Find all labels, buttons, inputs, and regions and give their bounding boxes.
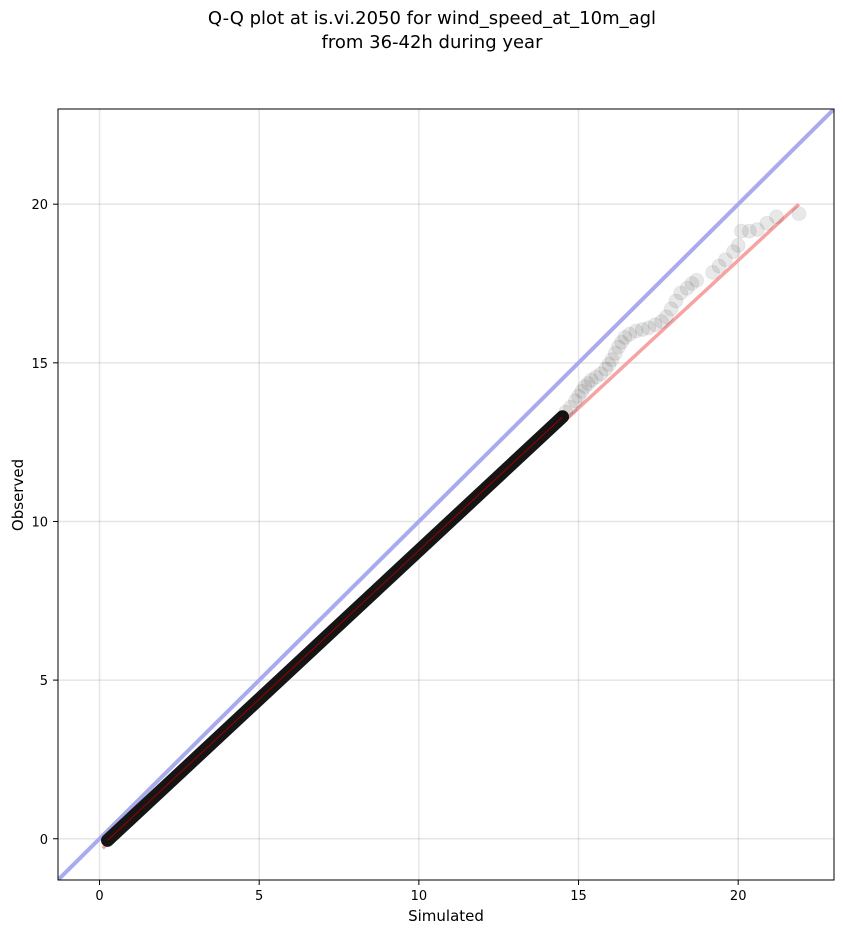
dense-band-fit-overlay [107, 416, 563, 841]
scatter-point [628, 323, 644, 339]
scatter-point [614, 334, 630, 350]
scatter-point [654, 314, 670, 330]
scatter-point [641, 320, 657, 336]
scatter-point [759, 215, 775, 231]
scatter-point [598, 361, 614, 377]
scatter-point [622, 326, 638, 342]
x-tick-label: 10 [411, 889, 428, 904]
scatter-point [725, 244, 741, 260]
scatter-point [580, 375, 596, 391]
scatter-point [749, 222, 765, 238]
scatter-point [593, 366, 609, 382]
scatter-point [647, 317, 663, 333]
x-tick-label: 20 [730, 889, 747, 904]
scatter-point [574, 383, 590, 399]
scatter-point [563, 399, 579, 415]
chart-title: Q-Q plot at is.vi.2050 for wind_speed_at… [208, 8, 656, 29]
y-tick-label: 10 [31, 515, 48, 530]
scatter-point [658, 309, 674, 325]
scatter-point [705, 264, 721, 280]
scatter-point [604, 352, 620, 368]
scatter-point [733, 223, 749, 239]
scatter-point [583, 372, 599, 388]
plot-frame [57, 108, 835, 881]
scatter-point [673, 285, 689, 301]
scatter-point [571, 388, 587, 404]
reference-line [58, 109, 834, 880]
scatter-point [679, 280, 695, 296]
scatter-point [769, 209, 785, 225]
axis-ticks: 0 5 10 15 20 0 5 10 15 20 [31, 198, 746, 904]
y-tick-label: 5 [40, 674, 48, 689]
y-tick-label: 0 [40, 833, 48, 848]
gridlines [58, 109, 834, 880]
chart-subtitle: from 36-42h during year [322, 32, 544, 53]
scatter-point [791, 206, 807, 222]
scatter-point [668, 293, 684, 309]
x-axis-label: Simulated [408, 907, 484, 925]
scatter-point [588, 369, 604, 385]
scatter-point [558, 404, 574, 420]
scatter-point [634, 322, 650, 338]
scatter-point [607, 345, 623, 361]
x-tick-label: 0 [95, 889, 103, 904]
scatter-point [730, 237, 746, 253]
scatter-point [684, 276, 700, 292]
scatter-point [610, 339, 626, 355]
scatter-point [577, 379, 593, 395]
scatter-point [741, 223, 757, 239]
scatter-points [100, 206, 807, 847]
scatter-point [711, 258, 727, 274]
scatter-point [567, 393, 583, 409]
scatter-point [717, 252, 733, 268]
scatter-point [689, 272, 705, 288]
x-tick-label: 15 [570, 889, 587, 904]
y-tick-label: 15 [31, 357, 48, 372]
scatter-point [663, 301, 679, 317]
scatter-point [601, 356, 617, 372]
y-axis-label: Observed [9, 459, 27, 531]
scatter-point [617, 329, 633, 345]
x-tick-label: 5 [255, 889, 263, 904]
y-tick-label: 20 [31, 198, 48, 213]
